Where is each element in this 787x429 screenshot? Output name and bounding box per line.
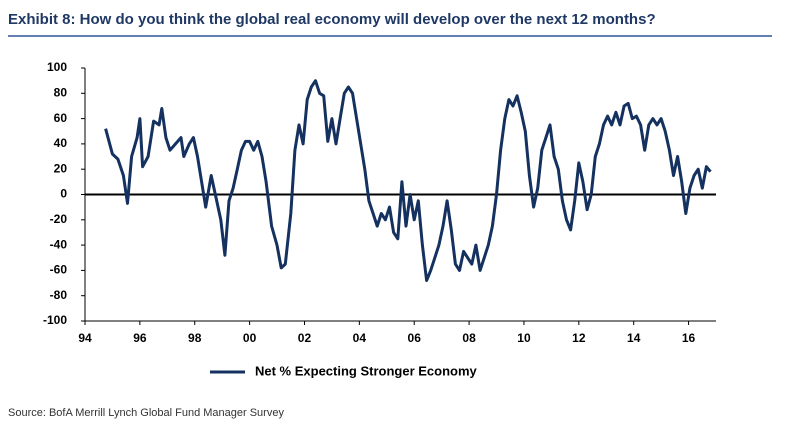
x-tick-label: 04 bbox=[353, 331, 367, 345]
y-tick-label: 40 bbox=[54, 136, 68, 150]
x-tick-label: 94 bbox=[78, 331, 92, 345]
legend-label: Net % Expecting Stronger Economy bbox=[255, 363, 478, 378]
x-tick-label: 06 bbox=[408, 331, 422, 345]
x-tick-label: 96 bbox=[133, 331, 147, 345]
source-note: Source: BofA Merrill Lynch Global Fund M… bbox=[8, 407, 284, 419]
y-tick-label: -20 bbox=[50, 212, 68, 226]
x-tick-label: 12 bbox=[572, 331, 586, 345]
chart-title: Exhibit 8: How do you think the global r… bbox=[8, 11, 656, 28]
y-tick-label: -60 bbox=[50, 263, 68, 277]
y-tick-label: 60 bbox=[54, 111, 68, 125]
x-tick-label: 02 bbox=[298, 331, 312, 345]
y-tick-label: -100 bbox=[43, 313, 67, 327]
y-tick-label: 20 bbox=[54, 161, 68, 175]
x-tick-label: 08 bbox=[462, 331, 476, 345]
series-line bbox=[104, 79, 712, 282]
x-tick-label: 98 bbox=[188, 331, 202, 345]
x-tick-label: 14 bbox=[627, 331, 641, 345]
y-tick-label: -80 bbox=[50, 288, 68, 302]
x-tick-label: 16 bbox=[682, 331, 696, 345]
x-tick-label: 10 bbox=[517, 331, 531, 345]
y-tick-label: -40 bbox=[50, 237, 68, 251]
y-tick-label: 80 bbox=[54, 85, 68, 99]
x-tick-label: 00 bbox=[243, 331, 257, 345]
y-tick-label: 100 bbox=[47, 60, 67, 74]
y-tick-label: 0 bbox=[60, 187, 67, 201]
